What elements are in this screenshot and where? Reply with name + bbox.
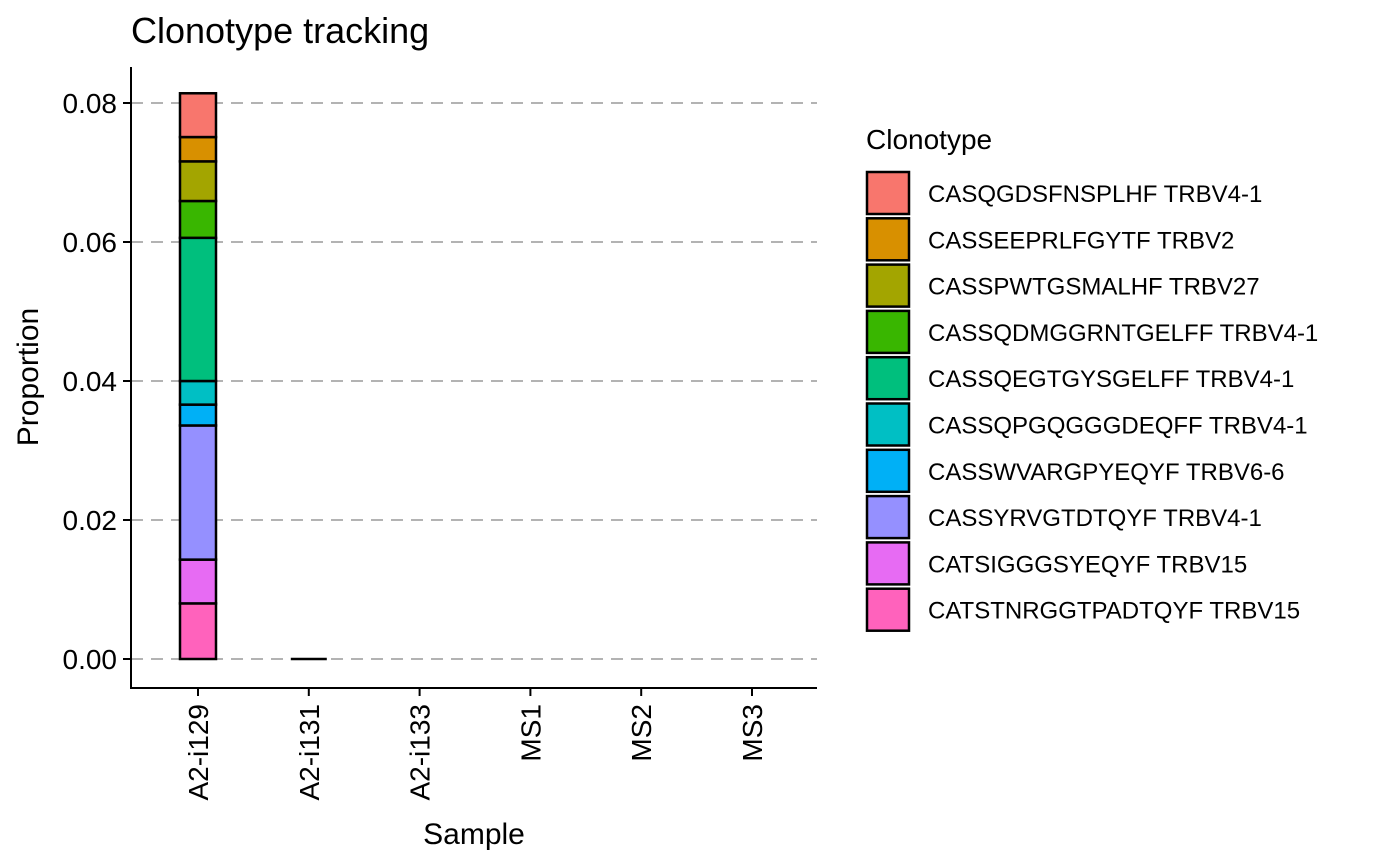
legend-label: CATSIGGGSYEQYF TRBV15 [928, 551, 1247, 578]
legend: CASQGDSFNSPLHF TRBV4-1 CASSEEPRLFGYTF TRB… [865, 170, 1318, 632]
legend-label: CATSTNRGGTPADTQYF TRBV15 [928, 598, 1300, 625]
x-axis-title: Sample [423, 818, 525, 851]
legend-key [865, 263, 911, 308]
legend-label: CASSWVARGPYEQYF TRBV6-6 [928, 459, 1285, 486]
legend-label: CASSQPGQGGGDEQFF TRBV4-1 [928, 413, 1308, 440]
bar-segment [178, 379, 218, 406]
bar-segment [178, 92, 218, 139]
bar-segment [178, 236, 218, 383]
legend-key [865, 494, 911, 540]
legend-label: CASSPWTGSMALHF TRBV27 [928, 274, 1260, 301]
legend-label: CASSYRVGTDTQYF TRBV4-1 [928, 505, 1262, 532]
x-tick-label: MS1 [515, 704, 546, 762]
legend-key [865, 309, 911, 355]
bar-segment [178, 424, 218, 561]
chart-title: Clonotype tracking [131, 10, 429, 51]
x-tick-label: A2-i129 [183, 704, 214, 801]
y-axis-title: Proportion [12, 308, 45, 446]
legend-label: CASQGDSFNSPLHF TRBV4-1 [928, 181, 1262, 208]
bar-segment [178, 403, 218, 427]
legend-key [865, 355, 911, 401]
bar-segment [178, 602, 218, 661]
legend-key [865, 541, 911, 586]
legend-key [865, 587, 911, 632]
legend-key [865, 217, 911, 262]
x-tick-label: A2-i131 [294, 704, 325, 801]
y-tick-label: 0.02 [63, 505, 118, 536]
bar-segment [178, 160, 218, 203]
y-tick-label: 0.08 [63, 88, 118, 119]
bars [178, 92, 327, 661]
y-tick-label: 0.00 [63, 644, 118, 675]
legend-label: CASSEEPRLFGYTF TRBV2 [928, 227, 1234, 254]
legend-label: CASSQDMGGRNTGELFF TRBV4-1 [928, 320, 1318, 347]
legend-key [865, 402, 911, 447]
x-tick-label: A2-i133 [405, 704, 436, 801]
legend-key [865, 170, 911, 216]
bar-segment [178, 199, 218, 240]
legend-key [865, 448, 911, 494]
x-tick-label: MS3 [737, 704, 768, 762]
y-tick-label: 0.06 [63, 227, 118, 258]
y-axis-ticks: 0.00 0.02 0.04 0.06 0.08 [63, 88, 131, 675]
x-tick-label: MS2 [626, 704, 657, 762]
grid-lines [131, 102, 817, 660]
bar-segment [178, 558, 218, 605]
x-axis-ticks: A2-i129 A2-i131 A2-i133 MS1 MS2 MS3 [183, 688, 768, 801]
y-tick-label: 0.04 [63, 366, 118, 397]
legend-title: Clonotype [866, 124, 992, 155]
bar-segment [178, 135, 218, 163]
legend-label: CASSQEGTGYSGELFF TRBV4-1 [928, 366, 1294, 393]
